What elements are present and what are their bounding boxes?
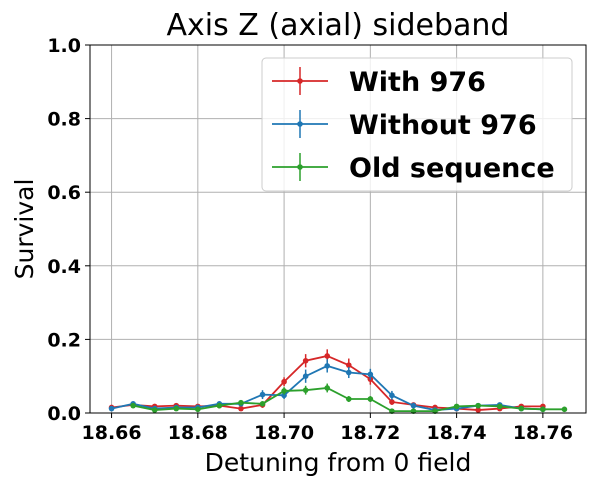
data-point bbox=[389, 392, 395, 399]
data-point bbox=[302, 357, 309, 364]
data-point bbox=[561, 406, 568, 413]
data-point bbox=[324, 353, 331, 359]
legend-item: Old sequence bbox=[272, 153, 555, 184]
data-point bbox=[216, 402, 223, 409]
data-point bbox=[410, 402, 417, 409]
y-axis-label: Survival bbox=[10, 179, 39, 280]
legend-marker bbox=[297, 78, 303, 84]
data-point bbox=[324, 363, 331, 369]
legend-label: With 976 bbox=[349, 67, 486, 98]
data-point bbox=[540, 406, 546, 413]
x-tick-label: 18.76 bbox=[513, 422, 573, 444]
data-point bbox=[195, 406, 201, 413]
legend-marker bbox=[297, 164, 303, 170]
data-point bbox=[281, 392, 287, 399]
data-point bbox=[496, 403, 503, 410]
data-point bbox=[302, 387, 309, 393]
legend-label: Without 976 bbox=[349, 110, 537, 141]
chart-title: Axis Z (axial) sideband bbox=[167, 8, 510, 43]
data-point bbox=[173, 405, 180, 412]
data-point bbox=[281, 388, 287, 394]
y-tick-label: 0.4 bbox=[47, 256, 81, 278]
data-point bbox=[130, 402, 136, 409]
data-point bbox=[259, 401, 266, 407]
legend-box bbox=[261, 57, 573, 192]
x-axis-label: Detuning from 0 field bbox=[205, 448, 472, 477]
data-point bbox=[475, 402, 481, 409]
data-point bbox=[151, 407, 158, 413]
y-tick-label: 0.2 bbox=[47, 329, 81, 351]
x-tick-label: 18.68 bbox=[168, 422, 228, 444]
x-tick-label: 18.72 bbox=[340, 422, 400, 444]
data-point bbox=[518, 405, 525, 412]
legend-item: With 976 bbox=[272, 67, 486, 98]
series-1 bbox=[108, 349, 546, 413]
y-tick-label: 0.8 bbox=[47, 109, 81, 131]
x-tick-label: 18.74 bbox=[427, 422, 487, 444]
data-point bbox=[345, 396, 352, 402]
y-tick-label: 0.0 bbox=[47, 403, 81, 425]
data-point bbox=[367, 396, 374, 402]
legend-item: Without 976 bbox=[272, 110, 537, 141]
data-series bbox=[108, 349, 568, 414]
data-point bbox=[453, 403, 460, 410]
data-point bbox=[345, 369, 352, 376]
data-point bbox=[108, 405, 115, 412]
x-tick-label: 18.66 bbox=[82, 422, 142, 444]
series-3 bbox=[130, 383, 568, 414]
data-point bbox=[302, 373, 309, 380]
legend: With 976 Without 976 Old sequence bbox=[261, 57, 573, 192]
data-point bbox=[238, 405, 244, 412]
x-tick-label: 18.70 bbox=[254, 422, 314, 444]
data-point bbox=[238, 399, 244, 406]
legend-marker bbox=[297, 121, 303, 127]
data-point bbox=[475, 407, 481, 413]
data-point bbox=[259, 391, 266, 398]
data-point bbox=[281, 378, 287, 385]
data-point bbox=[389, 399, 395, 405]
plot-frame bbox=[89, 44, 587, 414]
y-tick-label: 0.6 bbox=[47, 182, 81, 204]
data-point bbox=[367, 371, 374, 378]
legend-label: Old sequence bbox=[349, 153, 555, 184]
axis-ticks: 18.66 18.68 18.70 18.72 18.74 18.76 0.0 0.2 0.4 0… bbox=[47, 35, 573, 444]
data-point bbox=[324, 385, 331, 391]
y-tick-label: 1.0 bbox=[47, 35, 81, 57]
data-point bbox=[345, 362, 352, 368]
